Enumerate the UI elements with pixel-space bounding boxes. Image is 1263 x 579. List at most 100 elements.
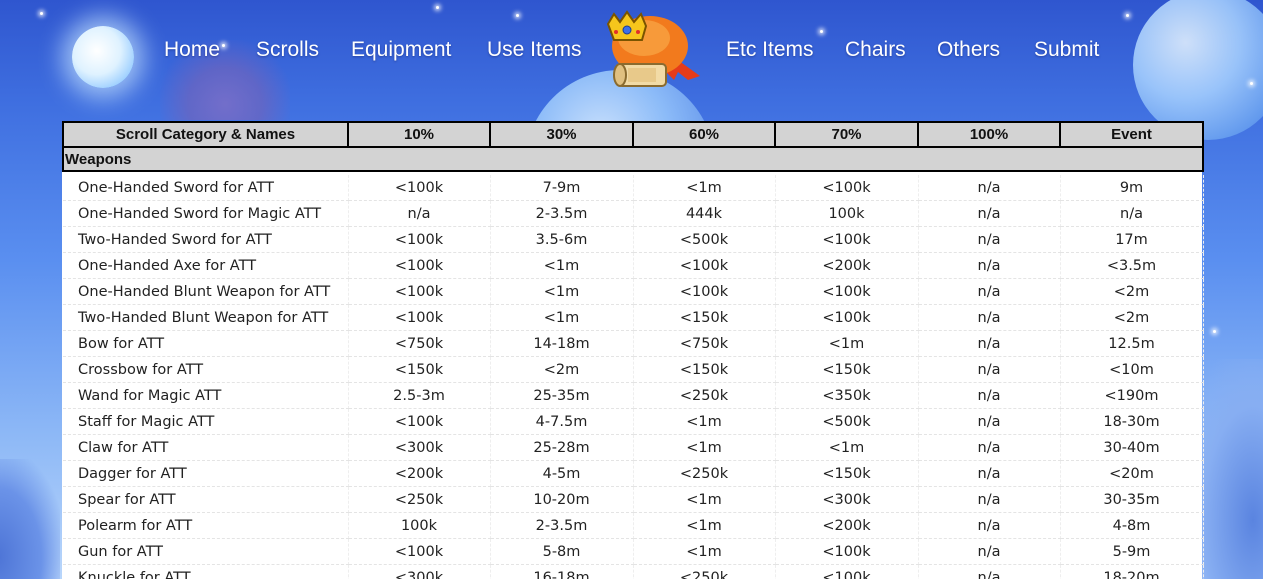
- cell-event: <20m: [1060, 460, 1204, 487]
- cell-60: <1m: [633, 434, 776, 461]
- cell-10: n/a: [348, 200, 491, 227]
- column-header-60: 60%: [632, 121, 776, 148]
- background-star: [516, 14, 519, 17]
- table-row: Two-Handed Sword for ATT <100k 3.5-6m <500k…: [63, 226, 1204, 253]
- cell-30: <2m: [490, 356, 634, 383]
- cell-60: <1m: [633, 408, 776, 435]
- cell-70: <100k: [775, 278, 919, 305]
- cell-100: n/a: [918, 200, 1061, 227]
- nav-link-equipment[interactable]: Equipment: [351, 38, 452, 61]
- cell-name: One-Handed Blunt Weapon for ATT: [63, 278, 349, 305]
- cell-60: <250k: [633, 564, 776, 579]
- cell-event: 4-8m: [1060, 512, 1204, 539]
- nav-link-others[interactable]: Others: [937, 38, 1001, 61]
- nav-link-chairs[interactable]: Chairs: [845, 38, 906, 61]
- cell-60: <100k: [633, 252, 776, 279]
- cell-70: <500k: [775, 408, 919, 435]
- cell-event: <190m: [1060, 382, 1204, 409]
- site-logo-icon[interactable]: [604, 10, 702, 90]
- cell-70: <200k: [775, 512, 919, 539]
- cell-100: n/a: [918, 356, 1061, 383]
- cell-100: n/a: [918, 252, 1061, 279]
- cell-30: 4-5m: [490, 460, 634, 487]
- cell-name: Crossbow for ATT: [63, 356, 349, 383]
- cell-60: <750k: [633, 330, 776, 357]
- background-star: [1213, 330, 1216, 333]
- cell-30: 25-35m: [490, 382, 634, 409]
- cell-100: n/a: [918, 278, 1061, 305]
- column-header-name: Scroll Category & Names: [62, 121, 349, 148]
- cell-name: Two-Handed Blunt Weapon for ATT: [63, 304, 349, 331]
- cell-10: 100k: [348, 512, 491, 539]
- cell-name: Claw for ATT: [63, 434, 349, 461]
- nav-link-submit[interactable]: Submit: [1034, 38, 1100, 61]
- cell-30: 3.5-6m: [490, 226, 634, 253]
- cell-60: <150k: [633, 304, 776, 331]
- cell-30: 2-3.5m: [490, 512, 634, 539]
- table-row: One-Handed Sword for ATT <100k 7-9m <1m <100…: [63, 175, 1204, 201]
- nav-link-home[interactable]: Home: [164, 38, 221, 61]
- cell-10: <750k: [348, 330, 491, 357]
- cell-60: <250k: [633, 460, 776, 487]
- cell-70: <100k: [775, 564, 919, 579]
- cell-30: 7-9m: [490, 175, 634, 201]
- cell-70: <150k: [775, 460, 919, 487]
- cell-70: <200k: [775, 252, 919, 279]
- cell-name: Bow for ATT: [63, 330, 349, 357]
- background-star: [1126, 14, 1129, 17]
- cell-10: <150k: [348, 356, 491, 383]
- cell-70: <300k: [775, 486, 919, 513]
- cell-event: <2m: [1060, 304, 1204, 331]
- cell-60: <150k: [633, 356, 776, 383]
- cell-name: Dagger for ATT: [63, 460, 349, 487]
- nav-link-use-items[interactable]: Use Items: [487, 38, 582, 61]
- cell-100: n/a: [918, 330, 1061, 357]
- cell-event: 9m: [1060, 175, 1204, 201]
- cell-60: <1m: [633, 486, 776, 513]
- cell-event: 12.5m: [1060, 330, 1204, 357]
- table-row: Wand for Magic ATT 2.5-3m 25-35m <250k <350k…: [63, 382, 1204, 409]
- cell-30: 2-3.5m: [490, 200, 634, 227]
- nav-link-etc-items[interactable]: Etc Items: [726, 38, 814, 61]
- column-header-10: 10%: [347, 121, 491, 148]
- cell-name: Gun for ATT: [63, 538, 349, 565]
- cell-30: 4-7.5m: [490, 408, 634, 435]
- cell-10: <300k: [348, 564, 491, 579]
- cell-60: <1m: [633, 538, 776, 565]
- cell-10: <250k: [348, 486, 491, 513]
- cell-100: n/a: [918, 460, 1061, 487]
- table-row: Two-Handed Blunt Weapon for ATT <100k <1m <…: [63, 304, 1204, 331]
- table-row: Knuckle for ATT <300k 16-18m <250k <100k n/a 1…: [63, 564, 1204, 579]
- category-row: Weapons: [62, 146, 1204, 172]
- cell-100: n/a: [918, 486, 1061, 513]
- cell-60: <500k: [633, 226, 776, 253]
- cell-70: <1m: [775, 434, 919, 461]
- cell-70: <100k: [775, 226, 919, 253]
- cell-name: Knuckle for ATT: [63, 564, 349, 579]
- cell-100: n/a: [918, 304, 1061, 331]
- cell-name: Wand for Magic ATT: [63, 382, 349, 409]
- background-star: [436, 6, 439, 9]
- cell-30: <1m: [490, 304, 634, 331]
- background-star: [222, 44, 225, 47]
- background-star: [820, 30, 823, 33]
- cell-60: 444k: [633, 200, 776, 227]
- cell-event: 17m: [1060, 226, 1204, 253]
- column-header-event: Event: [1059, 121, 1204, 148]
- cell-10: <100k: [348, 278, 491, 305]
- cell-10: <100k: [348, 408, 491, 435]
- cell-10: <300k: [348, 434, 491, 461]
- column-header-70: 70%: [774, 121, 919, 148]
- cell-name: One-Handed Sword for Magic ATT: [63, 200, 349, 227]
- table-row: Polearm for ATT 100k 2-3.5m <1m <200k n/a 4-8m: [63, 512, 1204, 539]
- nav-link-scrolls[interactable]: Scrolls: [256, 38, 320, 61]
- cell-name: One-Handed Axe for ATT: [63, 252, 349, 279]
- cell-30: 16-18m: [490, 564, 634, 579]
- background-star: [40, 12, 43, 15]
- table-row: One-Handed Axe for ATT <100k <1m <100k <200k…: [63, 252, 1204, 279]
- cell-10: <200k: [348, 460, 491, 487]
- cell-30: 10-20m: [490, 486, 634, 513]
- table-row: Bow for ATT <750k 14-18m <750k <1m n/a 12.5m: [63, 330, 1204, 357]
- table-row: Gun for ATT <100k 5-8m <1m <100k n/a 5-9m: [63, 538, 1204, 565]
